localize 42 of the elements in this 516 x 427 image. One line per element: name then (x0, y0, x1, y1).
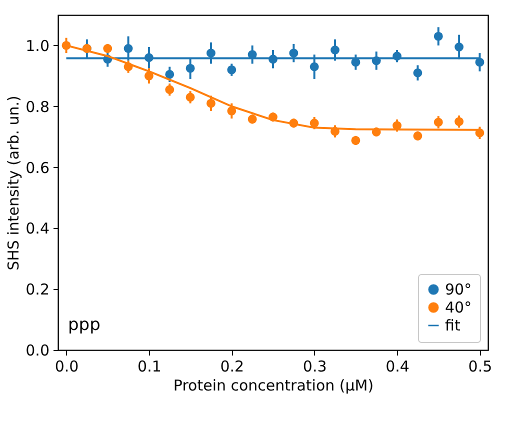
y-tick-label: 0.8 (26, 98, 50, 116)
x-tick-label: 0.5 (468, 358, 492, 376)
x-tick-label: 0.1 (138, 358, 162, 376)
legend-label: fit (445, 316, 460, 334)
point (454, 117, 464, 126)
y-tick-label: 0.6 (26, 158, 50, 177)
point (206, 48, 216, 58)
point (206, 98, 216, 108)
y-tick-label: 0.4 (26, 220, 50, 238)
x-tick-label: 0.4 (386, 358, 410, 376)
point (165, 70, 174, 79)
point (310, 62, 319, 72)
point (454, 42, 464, 52)
point (103, 44, 112, 53)
point (186, 92, 195, 102)
point (330, 46, 340, 54)
point (351, 136, 360, 145)
y-axis-title: SHS intensity (arb. un.) (4, 96, 23, 270)
annotation: ppp (68, 315, 100, 335)
x-tick-label: 0.0 (54, 358, 79, 376)
x-tick-label: 0.2 (220, 358, 244, 376)
point (434, 32, 443, 41)
point (227, 65, 236, 74)
point (165, 85, 174, 94)
legend-label: 90° (445, 280, 472, 298)
y-tick-label: 0.0 (26, 342, 50, 360)
y-tick-label: 0.2 (26, 280, 50, 299)
x-tick-label: 0.3 (302, 358, 327, 376)
legend-label: 40° (445, 298, 472, 316)
point (289, 48, 298, 58)
point (434, 118, 443, 127)
y-tick-label: 1.0 (26, 36, 50, 55)
point (227, 106, 236, 116)
point (248, 114, 257, 124)
point (186, 64, 195, 73)
point (144, 71, 154, 80)
point (475, 58, 484, 67)
point (310, 118, 319, 128)
x-axis-title: Protein concentration (μM) (173, 376, 374, 394)
point (124, 44, 133, 53)
point (413, 131, 422, 140)
point (413, 68, 422, 78)
